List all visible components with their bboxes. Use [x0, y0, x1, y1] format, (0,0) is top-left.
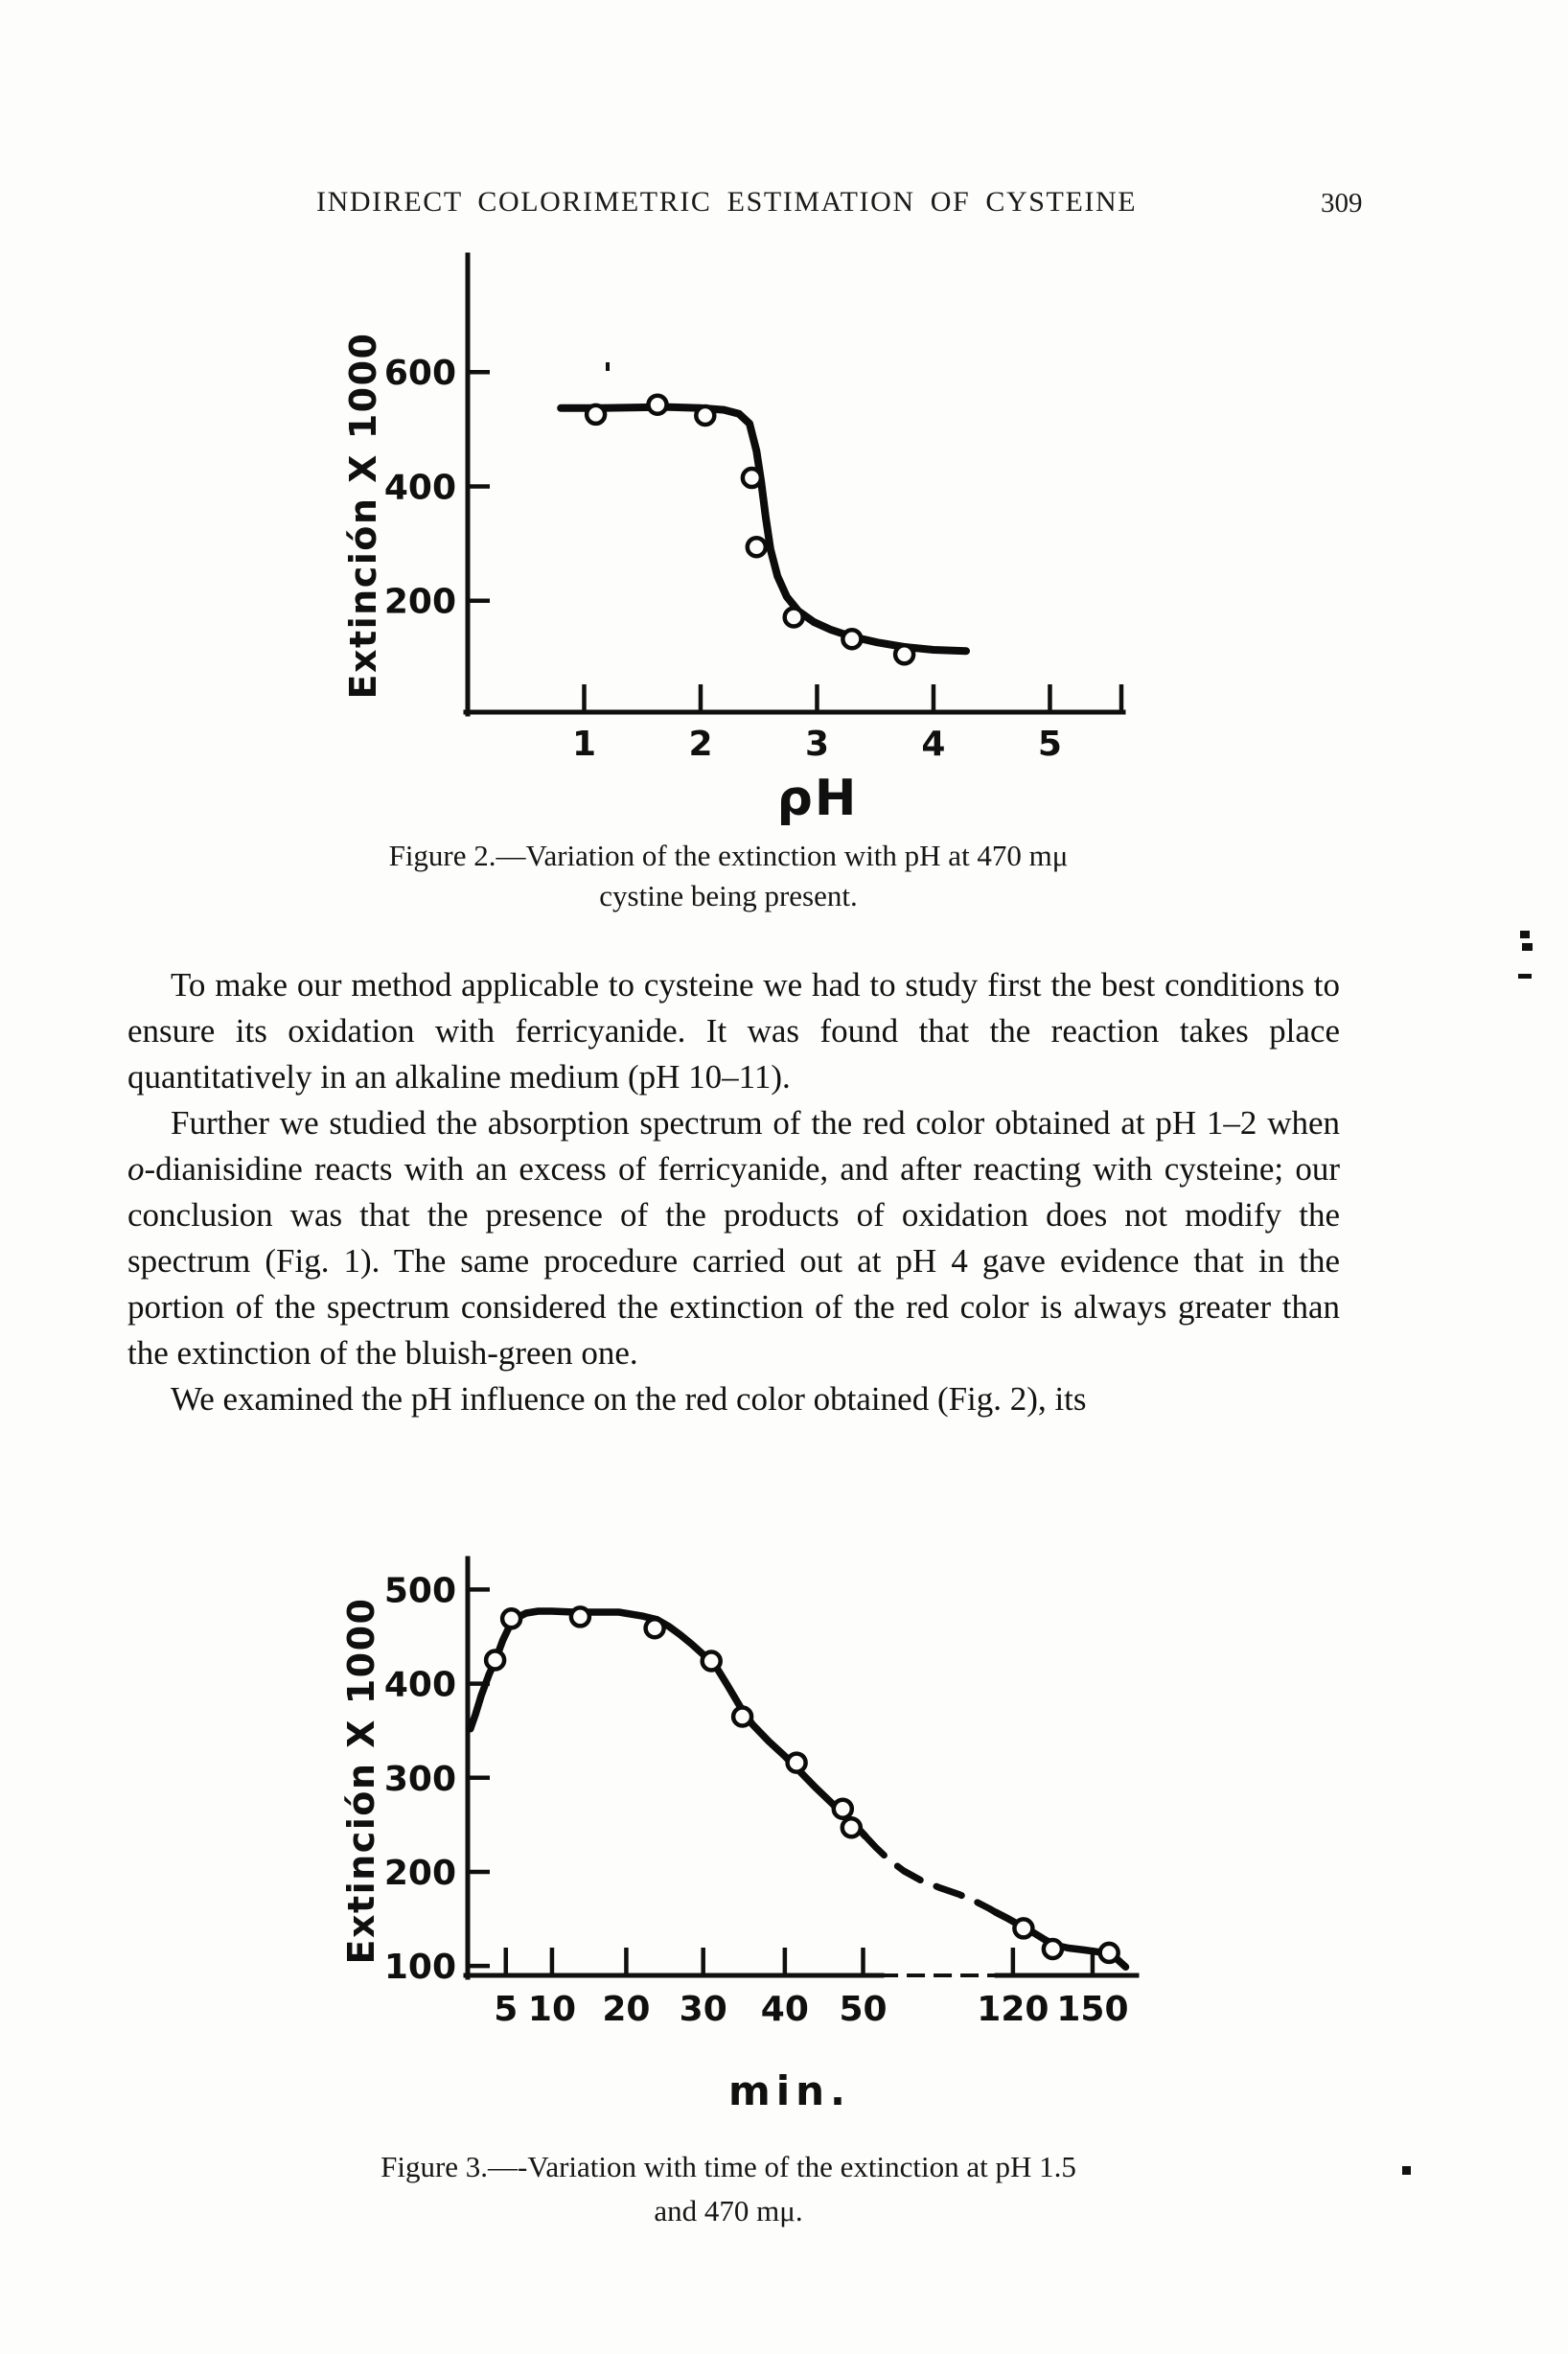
body-text: To make our method applicable to cystein… — [127, 962, 1340, 1422]
running-head: INDIRECT COLORIMETRIC ESTIMATION OF CYST… — [316, 186, 1138, 218]
data-point — [568, 1605, 592, 1628]
x-tick-label: 2 — [688, 725, 712, 764]
figure3-caption: Figure 3.—-Variation with time of the ex… — [288, 2145, 1169, 2233]
print-speck — [1520, 931, 1530, 938]
figure2-caption-line1: Figure 2.—Variation of the extinction wi… — [388, 839, 1069, 872]
data-point — [700, 1650, 723, 1673]
x-tick-label: 1 — [572, 725, 596, 764]
data-point — [584, 403, 608, 427]
data-point — [892, 643, 916, 666]
data-point — [1097, 1941, 1120, 1965]
data-curve-dashed — [862, 1833, 1000, 1916]
figure2-caption-line2: cystine being present. — [599, 879, 858, 912]
paragraph: We examined the pH influence on the red … — [127, 1376, 1340, 1422]
page-number: 309 — [1321, 188, 1363, 219]
y-tick-label: 400 — [384, 1666, 456, 1705]
data-point — [694, 404, 717, 427]
data-point — [841, 627, 864, 651]
print-speck — [1402, 2166, 1411, 2175]
y-tick-label: 100 — [384, 1948, 456, 1987]
y-tick-label: 500 — [384, 1571, 456, 1610]
x-tick-label: 40 — [761, 1990, 809, 2029]
y-axis-label: Extinción X 1000 — [342, 333, 384, 700]
x-tick-label: 20 — [602, 1990, 650, 2029]
print-speck — [606, 362, 610, 371]
x-tick-label: 3 — [805, 725, 829, 764]
data-point — [646, 393, 669, 416]
text-run: We examined the pH influence on the red … — [171, 1380, 1087, 1418]
x-tick-label: 30 — [680, 1990, 727, 2029]
figure3-plot: 5 10 20 30 40 50 120 150 100 200 300 400 500Extinció… — [340, 1556, 1140, 2114]
x-tick-label: 150 — [1056, 1990, 1128, 2029]
text-run: Further we studied the absorption spectr… — [171, 1104, 1340, 1142]
print-speck — [1518, 974, 1532, 979]
y-tick-label: 200 — [384, 1854, 456, 1893]
x-tick-label: 5 — [494, 1990, 518, 2029]
y-tick-label: 300 — [384, 1760, 456, 1799]
data-point — [1041, 1937, 1065, 1961]
y-tick-label: 600 — [384, 354, 456, 393]
data-point — [483, 1649, 507, 1672]
y-tick-label: 400 — [384, 468, 456, 507]
print-speck — [1522, 943, 1533, 951]
x-tick-label: 4 — [921, 725, 945, 764]
y-tick-label: 200 — [384, 583, 456, 622]
x-tick-label: 50 — [839, 1990, 887, 2029]
data-point — [1012, 1917, 1035, 1940]
text-run: -dianisidine reacts with an excess of fe… — [127, 1150, 1340, 1372]
data-point — [730, 1705, 754, 1728]
x-tick-label: 5 — [1038, 725, 1062, 764]
x-tick-label: 10 — [528, 1990, 576, 2029]
paragraph: To make our method applicable to cystein… — [127, 962, 1340, 1100]
data-point — [840, 1816, 864, 1839]
x-axis-label: min. — [728, 2067, 851, 2114]
italic-text: o — [127, 1150, 145, 1188]
figure2-caption: Figure 2.—Variation of the extinction wi… — [288, 836, 1169, 916]
data-point — [499, 1607, 523, 1630]
data-point — [782, 606, 805, 629]
x-axis-label: ρH — [777, 770, 859, 827]
data-point — [745, 535, 769, 559]
text-run: To make our method applicable to cystein… — [127, 966, 1340, 1096]
figure3-caption-line1: Figure 3.—-Variation with time of the ex… — [380, 2150, 1076, 2183]
data-point — [831, 1797, 855, 1820]
data-curve-solid — [557, 403, 970, 656]
x-tick-label: 120 — [977, 1990, 1049, 2029]
data-point — [740, 466, 764, 490]
data-point — [785, 1751, 808, 1774]
data-point — [643, 1616, 666, 1640]
data-curve-solid — [467, 1607, 869, 1840]
y-axis-label: Extinción X 1000 — [340, 1598, 382, 1965]
figure3-caption-line2: and 470 mμ. — [654, 2194, 803, 2227]
paragraph: Further we studied the absorption spectr… — [127, 1100, 1340, 1376]
